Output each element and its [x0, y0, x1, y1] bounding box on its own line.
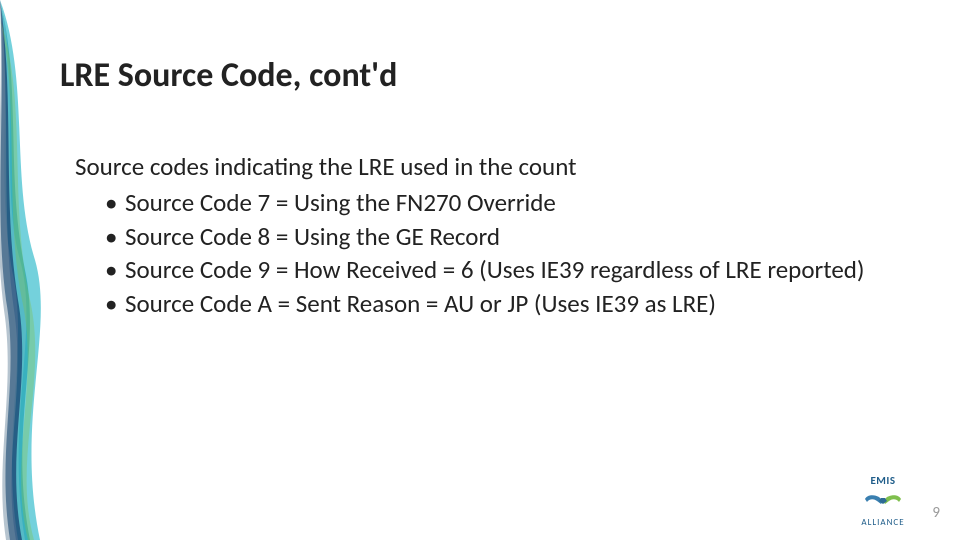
list-item: Source Code 7 = Using the FN270 Override [105, 186, 920, 220]
slide-title: LRE Source Code, cont'd [60, 55, 397, 96]
handshake-icon [861, 489, 905, 511]
slide-body: Source codes indicating the LRE used in … [75, 150, 920, 321]
slide: LRE Source Code, cont'd Source codes ind… [0, 0, 960, 540]
logo-bottom-text: ALLIANCE [861, 517, 905, 528]
list-item: Source Code 8 = Using the GE Record [105, 220, 920, 254]
list-item: Source Code 9 = How Received = 6 (Uses I… [105, 253, 920, 287]
logo-top-text: EMIS [861, 474, 905, 487]
emis-logo: EMIS ALLIANCE [861, 474, 905, 528]
list-item: Source Code A = Sent Reason = AU or JP (… [105, 287, 920, 321]
lead-text: Source codes indicating the LRE used in … [75, 150, 920, 184]
page-number: 9 [932, 504, 940, 522]
bullet-list: Source Code 7 = Using the FN270 Override… [75, 186, 920, 321]
